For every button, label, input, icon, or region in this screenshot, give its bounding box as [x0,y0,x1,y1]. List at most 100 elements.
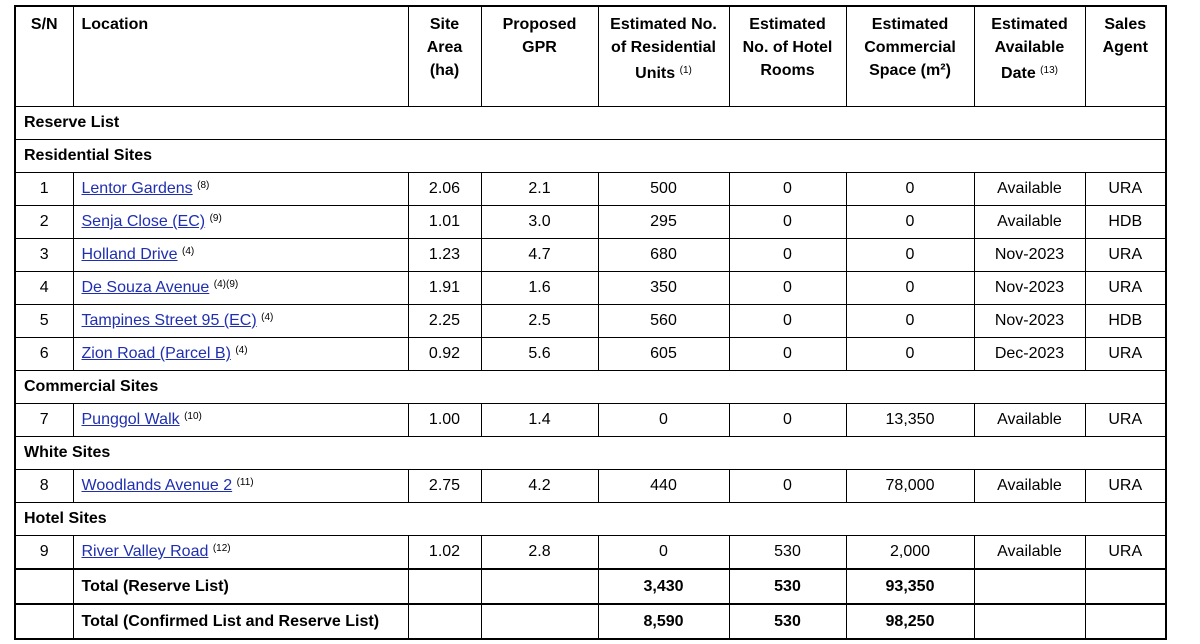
site-area-cell: 1.01 [407,205,482,239]
location-cell: Holland Drive (4) [72,238,409,272]
footnote-ref: (13) [1040,65,1058,76]
rooms-cell: 0 [728,469,847,503]
column-title: Estimated No. of Hotel Rooms [742,16,833,79]
column-header: Proposed GPR [480,5,599,107]
location-link[interactable]: River Valley Road [81,543,209,560]
table-body: Reserve List Residential Sites 1 Lentor Gar… [14,106,1167,640]
location-link[interactable]: Holland Drive [81,246,178,263]
total-label: Total (Confirmed List and Reserve List) [72,603,409,640]
agent-cell: URA [1084,535,1167,570]
gpr-cell: 5.6 [480,337,599,371]
location-link[interactable]: De Souza Avenue [81,279,210,296]
units-cell: 295 [597,205,730,239]
footnote-ref: (8) [197,180,210,191]
site-area-cell: 2.25 [407,304,482,338]
column-header: S/N [14,5,74,107]
section-title: Commercial Sites [14,370,1167,404]
site-area-cell: 1.23 [407,238,482,272]
footnote-ref: (1) [679,65,692,76]
footnote-ref: (4) [182,246,195,257]
location-cell: Zion Road (Parcel B) (4) [72,337,409,371]
column-header: Estimated No. of Residential Units (1) [597,5,730,107]
location-cell: Woodlands Avenue 2 (11) [72,469,409,503]
column-header: Location [72,5,409,107]
site-row: 4 De Souza Avenue (4)(9) 1.91 1.6 350 0 0 Nov-2… [14,271,1167,305]
location-link[interactable]: Tampines Street 95 (EC) [81,312,257,329]
units-cell: 440 [597,469,730,503]
site-row: 7 Punggol Walk (10) 1.00 1.4 0 0 13,350 Availab… [14,403,1167,437]
location-link[interactable]: Punggol Walk [81,411,180,428]
units-cell: 0 [597,535,730,570]
column-title: Location [81,16,149,33]
location-link[interactable]: Senja Close (EC) [81,213,206,230]
gpr-cell: 4.7 [480,238,599,272]
site-row: 5 Tampines Street 95 (EC) (4) 2.25 2.5 560 0 0… [14,304,1167,338]
agent-cell: HDB [1084,304,1167,338]
location-link[interactable]: Zion Road (Parcel B) [81,345,231,362]
section-row: Hotel Sites [14,502,1167,536]
units-cell: 0 [597,403,730,437]
empty-cell [14,568,74,605]
section-row: Residential Sites [14,139,1167,173]
total-label: Total (Reserve List) [72,568,409,605]
rooms-total: 530 [728,568,847,605]
total-row: Total (Reserve List) 3,430 530 93,350 [14,568,1167,605]
rooms-cell: 0 [728,403,847,437]
site-area-cell: 1.02 [407,535,482,570]
empty-cell [407,568,482,605]
header-row: S/N Location Site Area (ha) Proposed GPR Est… [14,5,1167,107]
rooms-cell: 0 [728,205,847,239]
total-row: Total (Confirmed List and Reserve List) 8… [14,603,1167,640]
agent-cell: URA [1084,172,1167,206]
rooms-cell: 0 [728,172,847,206]
section-title: White Sites [14,436,1167,470]
commercial-cell: 0 [845,205,975,239]
empty-cell [480,603,599,640]
location-cell: Punggol Walk (10) [72,403,409,437]
agent-cell: HDB [1084,205,1167,239]
column-header: Estimated No. of Hotel Rooms [728,5,847,107]
column-title: Sales Agent [1102,16,1148,56]
sites-table: S/N Location Site Area (ha) Proposed GPR Est… [14,5,1167,640]
units-cell: 500 [597,172,730,206]
gpr-cell: 3.0 [480,205,599,239]
date-cell: Available [973,469,1086,503]
site-area-cell: 1.91 [407,271,482,305]
rooms-cell: 0 [728,271,847,305]
serial-number: 5 [14,304,74,338]
footnote-ref: (4)(9) [213,279,239,290]
commercial-cell: 0 [845,271,975,305]
serial-number: 3 [14,238,74,272]
units-cell: 560 [597,304,730,338]
commercial-cell: 0 [845,337,975,371]
location-link[interactable]: Woodlands Avenue 2 [81,477,233,494]
serial-number: 6 [14,337,74,371]
serial-number: 2 [14,205,74,239]
commercial-cell: 0 [845,238,975,272]
units-cell: 350 [597,271,730,305]
gpr-cell: 1.6 [480,271,599,305]
list-label: Reserve List [14,106,1167,140]
location-cell: Tampines Street 95 (EC) (4) [72,304,409,338]
site-area-cell: 2.75 [407,469,482,503]
column-title: Site Area (ha) [426,16,463,79]
serial-number: 1 [14,172,74,206]
commercial-cell: 78,000 [845,469,975,503]
commercial-cell: 0 [845,304,975,338]
units-total: 3,430 [597,568,730,605]
site-area-cell: 2.06 [407,172,482,206]
site-row: 6 Zion Road (Parcel B) (4) 0.92 5.6 605 0 0 Dec… [14,337,1167,371]
rooms-cell: 530 [728,535,847,570]
table-header: S/N Location Site Area (ha) Proposed GPR Est… [14,5,1167,107]
date-cell: Available [973,172,1086,206]
site-row: 3 Holland Drive (4) 1.23 4.7 680 0 0 Nov-2023 UR… [14,238,1167,272]
units-total: 8,590 [597,603,730,640]
location-link[interactable]: Lentor Gardens [81,180,193,197]
column-title: S/N [30,16,58,33]
empty-cell [407,603,482,640]
date-cell: Available [973,205,1086,239]
site-row: 9 River Valley Road (12) 1.02 2.8 0 530 2,000 A… [14,535,1167,570]
date-cell: Nov-2023 [973,238,1086,272]
gpr-cell: 2.5 [480,304,599,338]
column-header: Estimated Available Date (13) [973,5,1086,107]
